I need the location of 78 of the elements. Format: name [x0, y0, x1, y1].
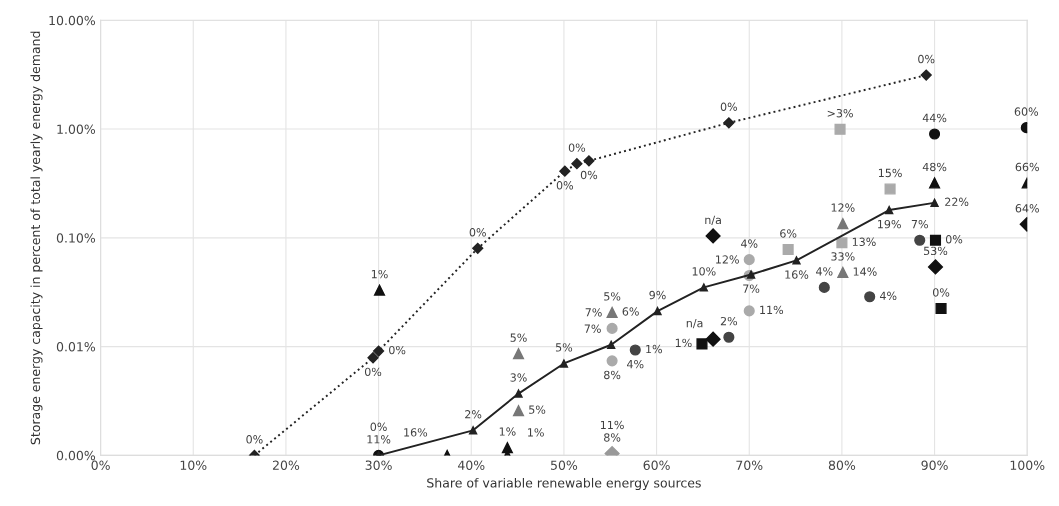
annotation: 5%	[529, 405, 546, 414]
annotation: 11%	[600, 420, 624, 430]
y-tick-label: 0.00%	[56, 450, 96, 461]
y-tick-label: 10.00%	[49, 15, 96, 26]
annotation: 0%	[370, 422, 387, 432]
annotation: 1%	[371, 269, 388, 279]
annotation: 48%	[922, 162, 947, 172]
annotation: 4%	[627, 359, 644, 369]
annotation: 44%	[922, 113, 947, 123]
annotation: n/a	[705, 215, 721, 225]
annotation: 6%	[622, 307, 639, 316]
annotation: 0%	[580, 170, 598, 180]
annotation: 0%	[389, 345, 406, 355]
annotation: 0%	[556, 181, 574, 190]
annotation: 7%	[585, 308, 602, 317]
annotation: 64%	[1015, 204, 1039, 213]
annotation: 9%	[649, 290, 666, 300]
annotation: 5%	[510, 333, 527, 342]
annotation: 0%	[246, 435, 263, 444]
y-tick-label: 1.00%	[57, 124, 96, 134]
annotation: 14%	[853, 267, 877, 276]
annotation: 1%	[528, 428, 544, 437]
annotation: 66%	[1015, 162, 1039, 172]
annotation: 11%	[760, 305, 784, 315]
annotation: 4%	[740, 239, 758, 248]
annotation: 0%	[918, 54, 935, 64]
annotation: 0%	[364, 367, 382, 377]
annotation: 53%	[924, 246, 948, 256]
annotation: 0%	[932, 288, 950, 297]
x-tick-label: 40%	[457, 460, 485, 470]
annotation: 1%	[499, 427, 516, 436]
annotation: 4%	[816, 267, 833, 276]
annotation: 4%	[879, 291, 897, 301]
annotation: 0%	[469, 228, 486, 237]
x-tick-label: 50%	[550, 460, 578, 470]
annotation: 33%	[831, 252, 855, 261]
y-tick-label: 0.10%	[56, 233, 96, 243]
x-tick-label: 90%	[921, 460, 948, 470]
annotation: 3%	[510, 373, 527, 382]
annotation: 7%	[584, 324, 601, 333]
x-tick-label: 80%	[828, 460, 856, 470]
x-tick-label: 70%	[736, 460, 763, 470]
annotation: 0%	[720, 102, 738, 111]
annotation: 1%	[646, 344, 662, 354]
annotation: 10%	[692, 267, 716, 276]
annotation: 8%	[604, 433, 621, 442]
x-tick-label: 0%	[91, 460, 110, 470]
y-axis-title: Storage energy capacity in percent of total yearly energy demand	[30, 31, 43, 445]
annotation: 2%	[720, 316, 738, 326]
annotation: 1%	[675, 338, 692, 348]
annotation: 6%	[780, 229, 797, 238]
x-axis-title: Share of variable renewable energy sources	[427, 477, 701, 491]
annotation: 15%	[878, 168, 902, 178]
x-tick-label: 100%	[1010, 460, 1045, 470]
x-tick-label: 10%	[180, 460, 207, 470]
annotation: 19%	[878, 219, 901, 229]
annotation: 16%	[404, 428, 428, 437]
annotation: >3%	[827, 108, 853, 118]
annotation: 13%	[852, 237, 876, 247]
x-tick-label: 20%	[272, 460, 300, 470]
annotation: 60%	[1014, 107, 1039, 116]
annotation: 8%	[604, 370, 621, 380]
annotation: 7%	[911, 219, 928, 229]
annotation: 11%	[367, 435, 391, 444]
y-tick-label: 0.01%	[56, 342, 96, 352]
annotation: 12%	[831, 203, 855, 212]
annotation: 22%	[945, 197, 969, 206]
annotation: 2%	[465, 410, 482, 419]
annotation: 5%	[604, 292, 621, 301]
x-tick-label: 60%	[643, 460, 670, 470]
annotation: 12%	[716, 255, 739, 264]
annotation: 0%	[945, 235, 963, 244]
annotation: 0%	[568, 143, 586, 152]
annotation: n/a	[686, 319, 703, 329]
annotation: 5%	[555, 343, 573, 352]
annotation: 16%	[785, 270, 809, 279]
x-tick-label: 30%	[365, 460, 392, 470]
annotation: 7%	[743, 284, 760, 293]
